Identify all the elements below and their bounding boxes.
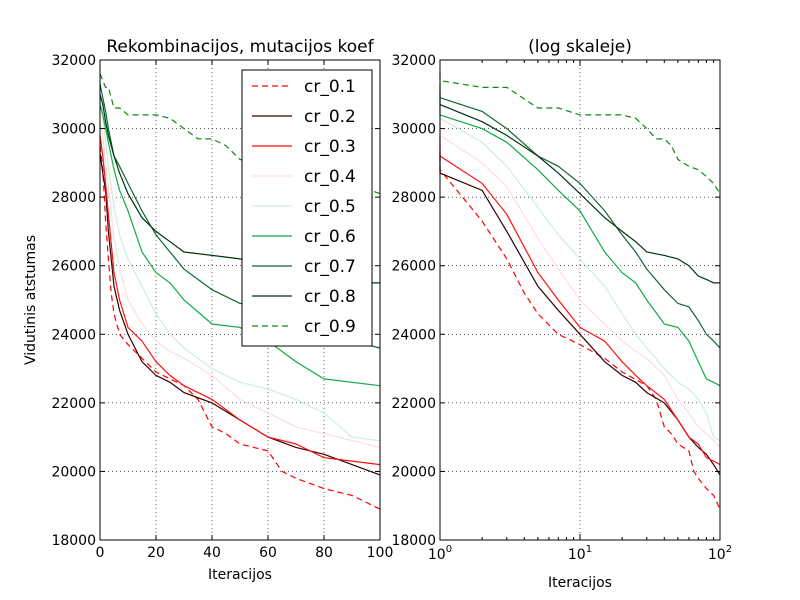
- right-y-tick-label: 30000: [391, 122, 436, 138]
- left-series-line-cr-0-5: [99, 101, 381, 442]
- legend-item: cr_0.8: [252, 287, 356, 307]
- right-x-tick-label: 100: [428, 544, 452, 563]
- legend-label: cr_0.4: [304, 167, 356, 187]
- left-y-tick-label: 26000: [51, 259, 96, 275]
- right-y-tick-label: 26000: [391, 259, 436, 275]
- left-x-tick-label: 20: [147, 545, 165, 561]
- right-plot: (log skaleje) 18000 20000 22000 24000 26000 2…: [391, 37, 732, 591]
- left-y-tick-label: 28000: [51, 190, 96, 206]
- left-series-line-cr-0-2: [99, 152, 381, 476]
- legend-label: cr_0.3: [304, 137, 356, 157]
- right-series-line-cr-0-9: [439, 73, 721, 195]
- right-y-tick-label: 22000: [391, 396, 436, 412]
- left-plot-ticks: 18000 20000 22000 24000 26000 28000 30000 32000…: [51, 53, 393, 561]
- legend-item: cr_0.3: [252, 137, 356, 157]
- left-series-line-cr-0-4: [99, 121, 381, 448]
- legend-item: cr_0.2: [252, 107, 356, 127]
- right-plot-ticks: 18000 20000 22000 24000 26000 28000 30000 32000…: [391, 53, 732, 563]
- left-x-tick-label: 40: [203, 545, 221, 561]
- right-y-tick-label: 24000: [391, 327, 436, 343]
- legend-label: cr_0.9: [304, 317, 356, 337]
- left-y-tick-label: 22000: [51, 396, 96, 412]
- right-series-line-cr-0-2: [439, 152, 721, 476]
- right-series-line-cr-0-6: [439, 104, 721, 387]
- right-series-line-cr-0-4: [439, 121, 721, 448]
- right-series-line-cr-0-3: [439, 135, 721, 466]
- legend-label: cr_0.2: [304, 107, 356, 127]
- left-y-tick-label: 30000: [51, 122, 96, 138]
- left-y-axis-label: Vidutinis atstumas: [23, 235, 39, 365]
- left-y-tick-label: 18000: [51, 533, 96, 549]
- legend-label: cr_0.1: [304, 77, 356, 97]
- left-x-tick-label: 60: [259, 545, 277, 561]
- legend-item: cr_0.1: [252, 77, 356, 97]
- right-y-tick-label: 18000: [391, 533, 436, 549]
- left-y-tick-label: 32000: [51, 53, 96, 69]
- right-x-tick-label: 101: [568, 544, 592, 563]
- legend-item: cr_0.7: [252, 257, 356, 277]
- legend-items: cr_0.1 cr_0.2 cr_0.3 cr_0.4 cr_0.5 cr_0.6 cr_0…: [252, 77, 356, 337]
- left-plot-frame: [99, 59, 381, 541]
- legend-label: cr_0.6: [304, 227, 356, 247]
- right-x-tick-label: 102: [708, 544, 732, 563]
- legend-label: cr_0.7: [304, 257, 356, 277]
- legend: cr_0.1 cr_0.2 cr_0.3 cr_0.4 cr_0.5 cr_0.6 cr_0…: [241, 69, 373, 347]
- right-series-line-cr-0-7: [439, 84, 721, 349]
- right-series-line-cr-0-5: [439, 101, 721, 442]
- right-plot-title: (log skaleje): [528, 37, 632, 57]
- left-y-tick-label: 20000: [51, 464, 96, 480]
- left-y-tick-label: 24000: [51, 327, 96, 343]
- right-series-line-cr-0-8: [439, 94, 720, 284]
- legend-item: cr_0.5: [252, 197, 356, 217]
- right-x-axis-label: Iteracijos: [548, 575, 612, 591]
- legend-label: cr_0.5: [304, 197, 356, 217]
- right-plot-lines: [439, 73, 721, 510]
- left-x-tick-label: 80: [315, 545, 333, 561]
- legend-item: cr_0.4: [252, 167, 356, 187]
- left-x-tick-label: 100: [367, 545, 394, 561]
- legend-item: cr_0.9: [252, 317, 356, 337]
- right-y-tick-label: 20000: [391, 464, 436, 480]
- left-series-line-cr-0-6: [99, 104, 381, 387]
- left-series-line-cr-0-3: [99, 135, 381, 466]
- left-plot-title: Rekombinacijos, mutacijos koef: [106, 37, 374, 57]
- legend-label: cr_0.8: [304, 287, 356, 307]
- left-x-axis-label: Iteracijos: [208, 567, 272, 583]
- right-y-tick-label: 32000: [391, 53, 436, 69]
- legend-item: cr_0.6: [252, 227, 356, 247]
- left-x-tick-label: 0: [96, 545, 105, 561]
- right-y-tick-label: 28000: [391, 190, 436, 206]
- left-plot: Rekombinacijos, mutacijos koef 18000 2000…: [23, 37, 393, 583]
